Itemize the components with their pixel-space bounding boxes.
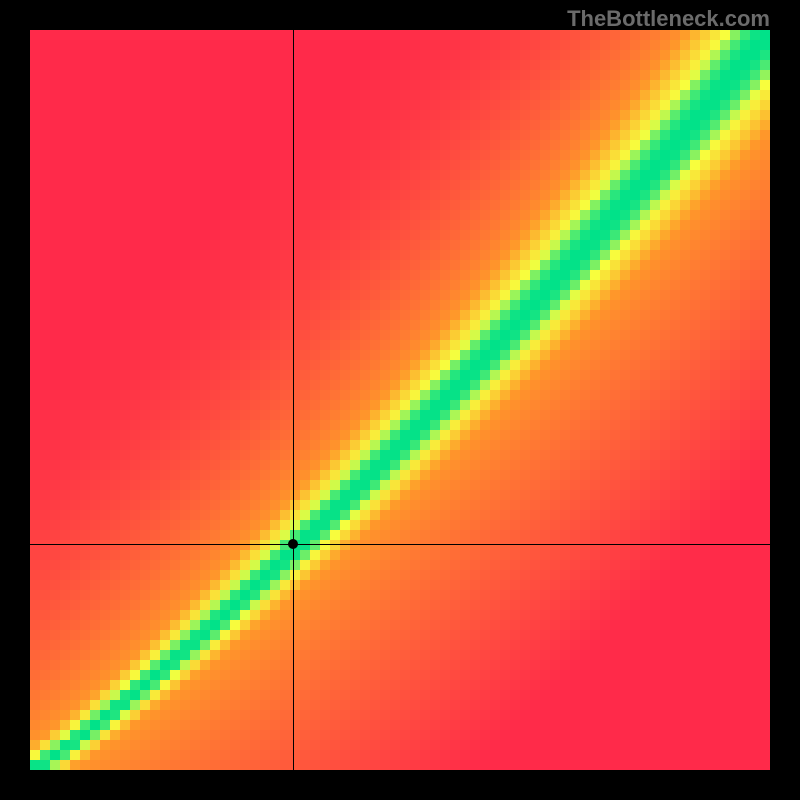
crosshair-vertical (293, 30, 294, 770)
heatmap-canvas (30, 30, 770, 770)
crosshair-horizontal (30, 544, 770, 545)
watermark-text: TheBottleneck.com (567, 6, 770, 32)
heatmap-chart (30, 30, 770, 770)
crosshair-marker (288, 539, 298, 549)
